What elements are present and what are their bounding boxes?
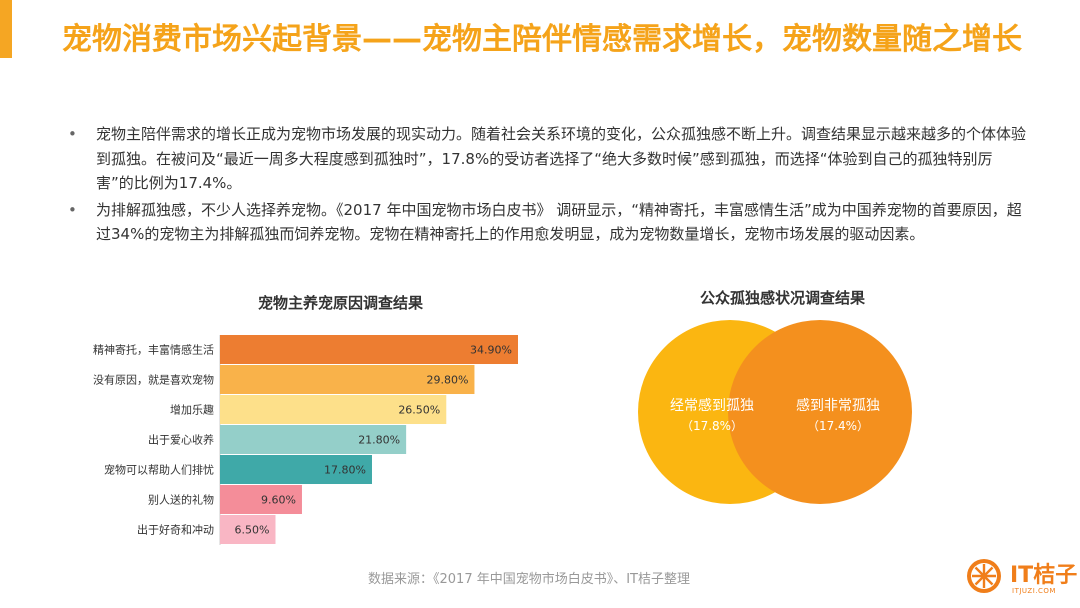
venn-set-value: （17.4%） <box>807 419 869 433</box>
value-label: 29.80% <box>426 374 468 387</box>
value-label: 26.50% <box>398 404 440 417</box>
venn-chart-title: 公众孤独感状况调查结果 <box>700 289 866 307</box>
venn-circle <box>728 320 912 504</box>
value-label: 9.60% <box>261 494 296 507</box>
bullet-text: 为排解孤独感，不少人选择养宠物。《2017 年中国宠物市场白皮书》 调研显示，“… <box>96 200 1022 244</box>
bullet-text: 宠物主陪伴需求的增长正成为宠物市场发展的现实动力。随着社会关系环境的变化，公众孤… <box>96 125 1027 192</box>
orange-slice-icon <box>967 559 1001 593</box>
bullet-dot-icon: • <box>68 200 77 219</box>
value-label: 17.80% <box>324 464 366 477</box>
bullet-item: • 为排解孤独感，不少人选择养宠物。《2017 年中国宠物市场白皮书》 调研显示，… <box>68 198 1028 247</box>
category-label: 别人送的礼物 <box>148 493 214 507</box>
value-label: 6.50% <box>235 524 270 537</box>
itjuzi-logo <box>967 559 1001 593</box>
title-accent-bar <box>0 0 12 58</box>
bar <box>220 365 475 394</box>
bar <box>220 425 407 454</box>
bullet-item: • 宠物主陪伴需求的增长正成为宠物市场发展的现实动力。随着社会关系环境的变化，公众… <box>68 122 1028 196</box>
value-label: 21.80% <box>358 434 400 447</box>
venn-set-label: 感到非常孤独 <box>796 397 880 414</box>
venn-set-label: 经常感到孤独 <box>670 397 754 414</box>
category-label: 精神寄托，丰富情感生活 <box>93 343 214 357</box>
bar-chart-title: 宠物主养宠原因调查结果 <box>258 294 424 312</box>
bar <box>220 455 372 484</box>
logo-url: ITJUZI.COM <box>1012 587 1056 595</box>
category-label: 出于爱心收养 <box>148 433 214 447</box>
category-label: 没有原因，就是喜欢宠物 <box>93 373 214 387</box>
category-label: 宠物可以帮助人们排忧 <box>104 463 214 477</box>
bar <box>220 515 276 544</box>
category-label: 出于好奇和冲动 <box>137 523 214 537</box>
bullet-dot-icon: • <box>68 125 77 143</box>
bar <box>220 485 302 514</box>
data-source-note: 数据来源：《2017 年中国宠物市场白皮书》、IT桔子整理 <box>368 572 690 587</box>
bullet-list: • 宠物主陪伴需求的增长正成为宠物市场发展的现实动力。随着社会关系环境的变化，公众… <box>68 122 1028 249</box>
category-label: 增加乐趣 <box>170 403 214 417</box>
page-title: 宠物消费市场兴起背景——宠物主陪伴情感需求增长，宠物数量随之增长 <box>62 22 1022 57</box>
value-label: 34.90% <box>470 344 512 357</box>
bar <box>220 395 447 424</box>
reasons-bar-chart: 精神寄托，丰富情感生活 34.90% 没有原因，就是喜欢宠物 29.80% 增加乐趣 26… <box>93 335 518 545</box>
loneliness-venn-diagram: 经常感到孤独 （17.8%） 感到非常孤独 （17.4%） <box>638 320 912 504</box>
venn-set-value: （17.8%） <box>681 419 743 433</box>
bar <box>220 335 518 364</box>
logo-text: IT桔子 <box>1010 563 1078 588</box>
